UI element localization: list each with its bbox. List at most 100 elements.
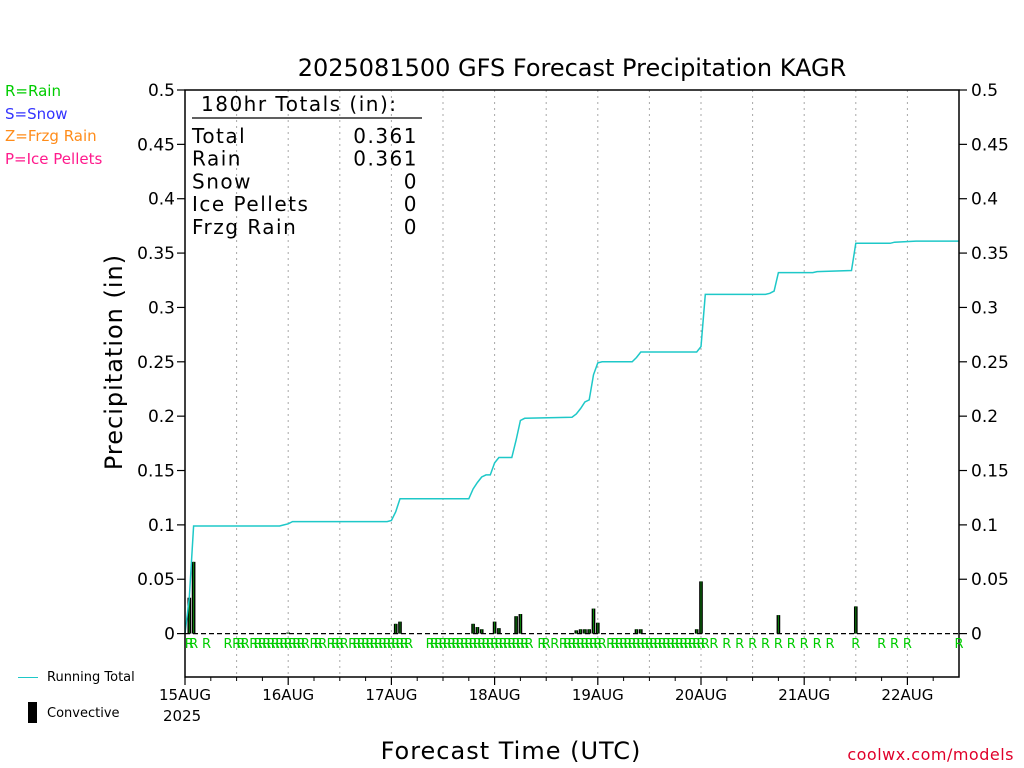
precip-type-marker: R: [288, 637, 297, 652]
precip-type-marker: R: [383, 637, 392, 652]
y-tick-label-left: 0.3: [148, 298, 175, 318]
y-tick-label-left: 0.45: [137, 135, 175, 155]
totals-box: 180hr Totals (in): Total 0.361 Rain 0.361 Sn…: [191, 92, 422, 239]
precip-type-marker: R: [615, 637, 624, 652]
precip-type-marker: R: [223, 637, 232, 652]
precip-type-marker: R: [232, 637, 241, 652]
precip-type-marker: R: [628, 637, 637, 652]
axis-ticks: 0 00.05 0.050.1 0.10.15 0.150.2 0.20.25 0.250.…: [137, 81, 1009, 725]
legend-type-1: S=Snow: [5, 104, 68, 123]
precip-type-marker: R: [266, 637, 275, 652]
precip-type-marker: R: [473, 637, 482, 652]
precip-type-marker: R: [589, 637, 598, 652]
running-total-legend: Running Total: [18, 670, 158, 686]
precip-type-marker: R: [632, 637, 641, 652]
running-total-line: [184, 240, 959, 634]
precip-type-marker: R: [537, 637, 546, 652]
y-tick-label-right: 0.15: [971, 462, 1009, 482]
precip-type-marker: R: [649, 637, 658, 652]
precip-type-marker: R: [370, 637, 379, 652]
precip-type-marker: R: [331, 637, 340, 652]
precip-type-marker: R: [954, 637, 963, 652]
x-tick-label: 16AUG: [262, 686, 314, 704]
precip-type-marker: R: [684, 637, 693, 652]
precip-type-marker: R: [400, 637, 409, 652]
x-tick-label: 17AUG: [365, 686, 417, 704]
precip-type-marker: R: [593, 637, 602, 652]
precip-type-marker: R: [636, 637, 645, 652]
precip-type-marker: R: [284, 637, 293, 652]
precip-type-marker: R: [520, 637, 529, 652]
precip-type-marker: R: [387, 637, 396, 652]
y-tick-label-left: 0.1: [148, 516, 175, 536]
precip-type-marker: R: [675, 637, 684, 652]
precip-type-marker: R: [679, 637, 688, 652]
running-total-legend-label: Running Total: [47, 670, 135, 685]
totals-row-label: Ice Pellets: [192, 192, 309, 216]
convective-bars: [187, 561, 858, 634]
precip-type-marker: R: [688, 637, 697, 652]
precip-type-marker: R: [309, 637, 318, 652]
precip-type-marker: R: [512, 637, 521, 652]
x-tick-label: 18AUG: [469, 686, 521, 704]
precip-type-marker: R: [241, 637, 250, 652]
precip-type-marker: R: [563, 637, 572, 652]
x-tick-label: 20AUG: [675, 686, 727, 704]
precip-type-marker: R: [202, 637, 211, 652]
precip-type-marker: R: [813, 637, 822, 652]
running-total-swatch: [18, 677, 38, 678]
precip-type-marker: R: [580, 637, 589, 652]
precip-type-marker: R: [456, 637, 465, 652]
precip-type-marker: R: [761, 637, 770, 652]
precip-type-marker: R: [550, 637, 559, 652]
totals-row-value: 0: [404, 169, 418, 193]
precip-type-marker: R: [503, 637, 512, 652]
plot-frame: [184, 89, 960, 678]
precip-type-marker: R: [851, 637, 860, 652]
precip-type-marker: R: [262, 637, 271, 652]
totals-row-label: Rain: [192, 147, 242, 171]
precip-type-marker: R: [774, 637, 783, 652]
totals-header: 180hr Totals (in):: [201, 92, 398, 116]
precip-type-marker: R: [327, 637, 336, 652]
precip-type-marker: R: [335, 637, 344, 652]
precip-type-marker: R: [653, 637, 662, 652]
precip-type-marker: R: [572, 637, 581, 652]
legend-type-0: R=Rain: [5, 82, 61, 100]
totals-row-value: 0: [404, 215, 418, 239]
precip-type-marker: R: [825, 637, 834, 652]
totals-row-label: Total: [191, 124, 246, 148]
y-tick-label-right: 0.5: [971, 81, 998, 101]
totals-row-label: Frzg Rain: [192, 215, 297, 239]
x-year-label: 2025: [163, 707, 201, 725]
precip-type-marker: R: [314, 637, 323, 652]
convective-legend-label: Convective: [47, 706, 120, 721]
convective-swatch: [28, 702, 37, 723]
y-tick-label-right: 0.2: [971, 407, 998, 427]
precip-type-marker: R: [701, 637, 710, 652]
y-tick-label-left: 0.4: [148, 190, 175, 210]
precip-type-marker: R: [292, 637, 301, 652]
precip-type-marker: R: [374, 637, 383, 652]
precip-type-marker: R: [559, 637, 568, 652]
precip-type-marker: R: [275, 637, 284, 652]
precip-type-marker: R: [348, 637, 357, 652]
y-tick-label-right: 0.1: [971, 516, 998, 536]
precip-type-marker: R: [426, 637, 435, 652]
precip-type-marker: R: [438, 637, 447, 652]
precip-type-marker: R: [340, 637, 349, 652]
y-tick-label-right: 0.25: [971, 353, 1009, 373]
precip-type-marker: R: [404, 637, 413, 652]
y-tick-label-right: 0.35: [971, 244, 1009, 264]
y-tick-label-left: 0.2: [148, 407, 175, 427]
precip-type-marker: R: [391, 637, 400, 652]
legend-type-3: P=Ice Pellets: [5, 149, 103, 168]
precip-type-marker: R: [610, 637, 619, 652]
precip-type-marker: R: [507, 637, 516, 652]
precip-type-marker: R: [318, 637, 327, 652]
y-axis-label: Precipitation (in): [100, 254, 128, 470]
x-tick-label: 15AUG: [159, 686, 211, 704]
y-tick-label-left: 0.15: [137, 462, 175, 482]
precip-type-marker: R: [460, 637, 469, 652]
